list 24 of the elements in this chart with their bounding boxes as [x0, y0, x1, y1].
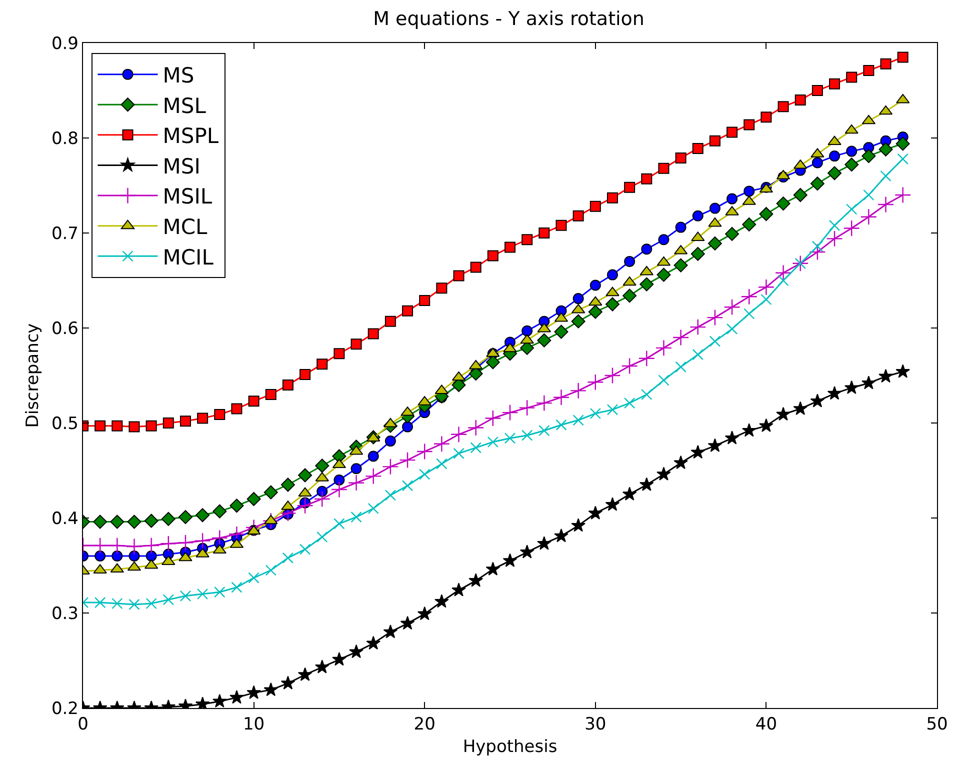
y-tick-label: 0.3 [51, 604, 78, 624]
x-tick-label: 50 [926, 714, 948, 734]
y-tick-label: 0.6 [51, 318, 78, 339]
y-axis-title: Discrepancy [23, 323, 44, 428]
x-tick-label: 0 [78, 714, 88, 734]
legend-label: MSL [162, 94, 206, 118]
x-tick-label: 30 [584, 714, 606, 734]
legend-label: MS [162, 64, 194, 88]
legend-label: MCL [162, 215, 208, 240]
legend-label: MCIL [162, 245, 214, 270]
y-tick-label: 0.7 [51, 224, 78, 244]
x-tick-label: 10 [242, 714, 265, 734]
legend-label: MSIL [162, 184, 212, 209]
y-tick-label: 0.8 [51, 128, 78, 149]
x-axis-title: Hypothesis [462, 736, 558, 757]
y-tick-label: 0.9 [51, 34, 78, 54]
x-tick-label: 20 [414, 714, 436, 734]
legend-label: MSPL [162, 124, 219, 148]
y-tick-label: 0.2 [51, 698, 78, 719]
chart-title: M equations - Y axis rotation [373, 8, 644, 30]
legend-label: MSI [162, 154, 200, 178]
y-tick-label: 0.4 [51, 508, 78, 529]
x-tick-label: 40 [755, 714, 778, 734]
y-tick-label: 0.5 [51, 414, 78, 434]
